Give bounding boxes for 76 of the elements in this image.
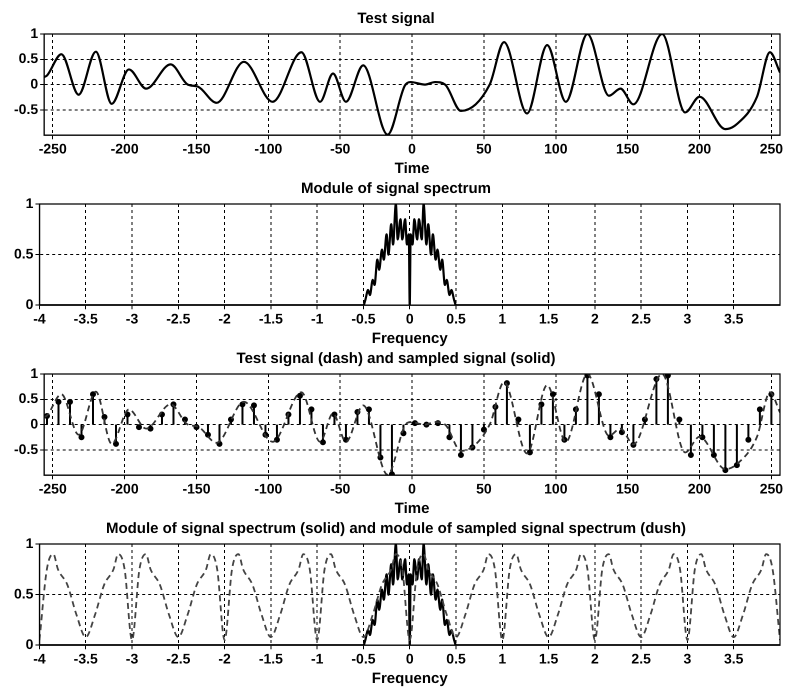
- x-tick-label: 0.5: [446, 310, 466, 326]
- x-tick-label: -2: [218, 650, 232, 666]
- y-tick-label: 1: [30, 24, 38, 41]
- x-tick-label: 1: [498, 310, 506, 326]
- x-tick-label: 3.5: [724, 310, 744, 326]
- y-tick-label: 0: [26, 636, 34, 652]
- x-tick-label: 1: [498, 650, 506, 666]
- y-tick-label: 0: [30, 415, 38, 432]
- x-tick-label: -1.5: [258, 650, 284, 666]
- y-tick-label: 0.5: [14, 585, 34, 602]
- x-tick-label: 1.5: [538, 310, 559, 326]
- x-tick-label: -1: [310, 310, 324, 326]
- x-axis-title: Frequency: [372, 670, 448, 688]
- x-tick-label: -200: [110, 140, 139, 156]
- x-tick-label: -50: [330, 140, 351, 156]
- x-tick-label: -3: [126, 650, 138, 666]
- y-tick-label: 1: [30, 364, 38, 381]
- x-tick-label: 2: [590, 650, 599, 666]
- y-tick-label: -0.5: [14, 440, 38, 457]
- x-tick-label: -3.5: [74, 310, 98, 326]
- x-tick-label: -150: [182, 140, 211, 156]
- x-tick-label: -4: [33, 650, 46, 666]
- x-tick-label: -250: [38, 480, 67, 496]
- x-tick-label: -1: [310, 650, 324, 666]
- x-tick-label: 0: [406, 310, 414, 326]
- x-tick-label: -250: [38, 140, 67, 156]
- x-tick-label: 150: [616, 480, 640, 496]
- x-tick-label: 150: [616, 140, 640, 156]
- y-tick-label: 1: [26, 194, 34, 211]
- x-tick-label: 0: [408, 480, 416, 496]
- chart-title: Test signal: [357, 10, 435, 28]
- x-axis-title: Time: [394, 160, 430, 178]
- x-tick-label: 1.5: [538, 650, 559, 666]
- x-tick-label: 200: [688, 140, 712, 156]
- x-tick-label: -4: [33, 310, 46, 326]
- y-tick-label: 1: [26, 534, 34, 551]
- chart-title: Test signal (dash) and sampled signal (solid): [236, 350, 556, 368]
- y-tick-label: 0: [30, 75, 38, 92]
- x-tick-label: -2.5: [166, 310, 191, 326]
- y-tick-label: -0.5: [14, 100, 38, 117]
- x-tick-label: -100: [254, 480, 283, 496]
- x-tick-label: 3.5: [724, 650, 744, 666]
- x-tick-label: 3: [684, 310, 692, 326]
- x-tick-label: 100: [544, 140, 568, 156]
- x-tick-label: 2.5: [631, 650, 652, 666]
- x-tick-label: -0.5: [351, 650, 376, 666]
- x-tick-label: -1.5: [258, 310, 284, 326]
- chart-title: Module of signal spectrum: [300, 180, 492, 198]
- x-axis-title: Frequency: [372, 330, 448, 348]
- x-tick-label: -3: [126, 310, 138, 326]
- x-tick-label: -2.5: [166, 650, 191, 666]
- x-tick-label: -100: [254, 140, 283, 156]
- y-tick-label: 0.5: [14, 245, 34, 262]
- x-tick-label: 2.5: [631, 310, 652, 326]
- chart-title: Module of signal spectrum (solid) and module of sampled signal spectrum (dush): [106, 520, 686, 538]
- x-tick-label: 2: [590, 310, 599, 326]
- y-tick-label: 0.5: [18, 390, 38, 406]
- x-tick-label: 0.5: [446, 650, 466, 666]
- x-tick-label: 3: [684, 650, 692, 666]
- x-tick-label: -150: [182, 480, 211, 496]
- x-tick-label: -2: [218, 310, 232, 326]
- x-tick-label: -3.5: [74, 650, 98, 666]
- x-axis-title: Time: [394, 500, 430, 518]
- x-tick-label: 50: [476, 140, 492, 156]
- y-tick-label: 0.5: [18, 50, 38, 66]
- x-tick-label: -200: [110, 480, 139, 496]
- y-tick-label: 0: [26, 296, 34, 312]
- x-tick-label: -50: [330, 480, 351, 496]
- x-tick-label: 100: [544, 480, 568, 496]
- x-tick-label: 0: [406, 650, 414, 666]
- x-tick-label: 50: [476, 480, 492, 496]
- x-tick-label: 250: [760, 140, 784, 156]
- x-tick-label: 250: [760, 480, 784, 496]
- x-tick-label: 200: [688, 480, 712, 496]
- x-tick-label: -0.5: [351, 310, 376, 326]
- x-tick-label: 0: [408, 140, 416, 156]
